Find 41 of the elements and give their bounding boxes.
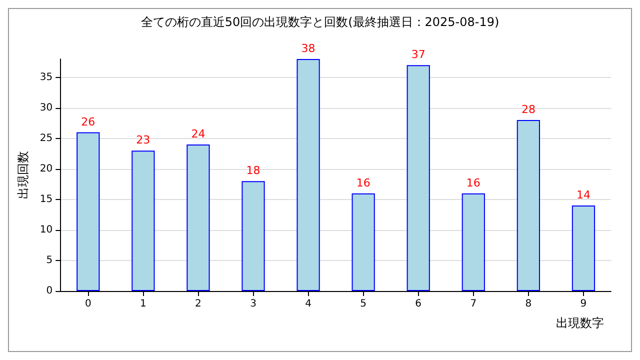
bar	[296, 59, 320, 291]
bar	[406, 65, 430, 291]
y-tick-label: 5	[46, 254, 53, 266]
data-label: 18	[246, 164, 260, 178]
data-label: 38	[301, 42, 316, 55]
x-tick-label: 6	[415, 298, 422, 310]
x-tick-label: 7	[470, 298, 477, 310]
bar	[76, 132, 100, 291]
y-tick-label: 35	[40, 72, 53, 83]
x-tick-label: 3	[250, 298, 256, 310]
data-label: 23	[136, 134, 150, 147]
bar	[186, 144, 210, 291]
data-label: 37	[411, 48, 426, 62]
y-tick-label: 20	[40, 163, 53, 174]
x-tick-label: 4	[305, 298, 312, 310]
x-tick-label: 1	[140, 298, 146, 310]
bar	[242, 181, 265, 291]
x-tick-label: 8	[525, 298, 532, 310]
x-tick-label: 5	[360, 298, 367, 310]
data-label: 14	[576, 188, 590, 202]
y-tick-label: 25	[40, 132, 53, 144]
y-tick-label: 10	[40, 224, 53, 236]
data-label: 16	[356, 176, 370, 190]
y-tick-label: 15	[40, 194, 53, 205]
bar	[462, 193, 485, 291]
y-tick-label: 30	[40, 102, 53, 114]
bar	[516, 120, 540, 291]
bar	[352, 193, 375, 291]
x-tick-label: 0	[84, 298, 92, 310]
bar	[132, 150, 155, 291]
x-tick-label: 9	[580, 298, 587, 310]
y-axis-title: 出現回数	[16, 151, 30, 199]
data-label: 24	[191, 127, 206, 140]
chart-title: 全ての桁の直近50回の出現数字と回数(最終抽選日：2025-08-19)	[140, 15, 500, 29]
data-label: 26	[81, 115, 96, 128]
data-label: 16	[466, 176, 480, 190]
x-axis-title: 出現数字	[556, 316, 604, 330]
data-label: 28	[521, 103, 536, 116]
bar	[572, 206, 596, 291]
x-tick-label: 2	[195, 298, 202, 310]
y-tick-label: 0	[46, 286, 53, 296]
